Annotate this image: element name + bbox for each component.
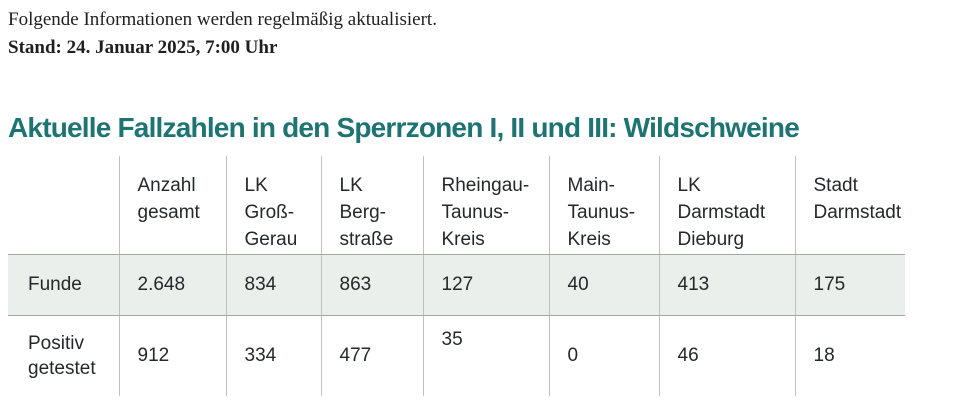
cell-funde-main-taunus-kreis: 40 xyxy=(548,254,659,316)
column-header-lk-bergstrasse: LK Berg- straße xyxy=(320,156,423,255)
cell-positiv-lk-gross-gerau: 334 xyxy=(225,315,321,396)
table-row-funde: Funde 2.648 834 863 127 40 413 175 xyxy=(8,254,905,316)
case-numbers-table: Anzahl gesamt LK Groß- Gerau LK Berg- st… xyxy=(8,156,905,396)
column-header-lk-gross-gerau: LK Groß- Gerau xyxy=(225,156,321,255)
row-label-positiv-getestet: Positiv getestet xyxy=(28,332,96,379)
column-header-empty xyxy=(8,156,119,255)
cell-funde-rheingau-taunus-kreis: 127 xyxy=(422,254,549,316)
table-row-positiv-getestet: Positiv getestet 912 334 477 35 0 46 18 xyxy=(8,315,905,396)
page: Folgende Informationen werden regelmäßig… xyxy=(8,6,968,396)
cell-positiv-rheingau-taunus-kreis: 35 xyxy=(422,315,549,396)
cell-funde-lk-gross-gerau: 834 xyxy=(225,254,321,316)
status-date: Stand: 24. Januar 2025, 7:00 Uhr xyxy=(8,37,278,58)
cell-positiv-anzahl-gesamt: 912 xyxy=(118,315,226,396)
cell-positiv-lk-bergstrasse: 477 xyxy=(320,315,423,396)
intro-block: Folgende Informationen werden regelmäßig… xyxy=(8,6,968,62)
column-header-stadt-darmstadt: Stadt Darmstadt xyxy=(794,156,905,255)
table-header-row: Anzahl gesamt LK Groß- Gerau LK Berg- st… xyxy=(8,156,905,255)
row-label-funde: Funde xyxy=(8,254,119,316)
cell-funde-lk-bergstrasse: 863 xyxy=(320,254,423,316)
cell-funde-lk-darmstadt-dieburg: 413 xyxy=(658,254,795,316)
cell-funde-anzahl-gesamt: 2.648 xyxy=(118,254,226,316)
section-title: Aktuelle Fallzahlen in den Sperrzonen I,… xyxy=(8,112,800,143)
cell-positiv-stadt-darmstadt: 18 xyxy=(794,315,905,396)
column-header-anzahl-gesamt: Anzahl gesamt xyxy=(118,156,226,255)
cell-funde-stadt-darmstadt: 175 xyxy=(794,254,905,316)
column-header-rheingau-taunus-kreis: Rheingau- Taunus- Kreis xyxy=(422,156,549,255)
cell-positiv-main-taunus-kreis: 0 xyxy=(548,315,659,396)
column-header-lk-darmstadt-dieburg: LK Darmstadt Dieburg xyxy=(658,156,795,255)
column-header-main-taunus-kreis: Main- Taunus- Kreis xyxy=(548,156,659,255)
intro-text: Folgende Informationen werden regelmäßig… xyxy=(8,9,437,30)
cell-positiv-lk-darmstadt-dieburg: 46 xyxy=(658,315,795,396)
